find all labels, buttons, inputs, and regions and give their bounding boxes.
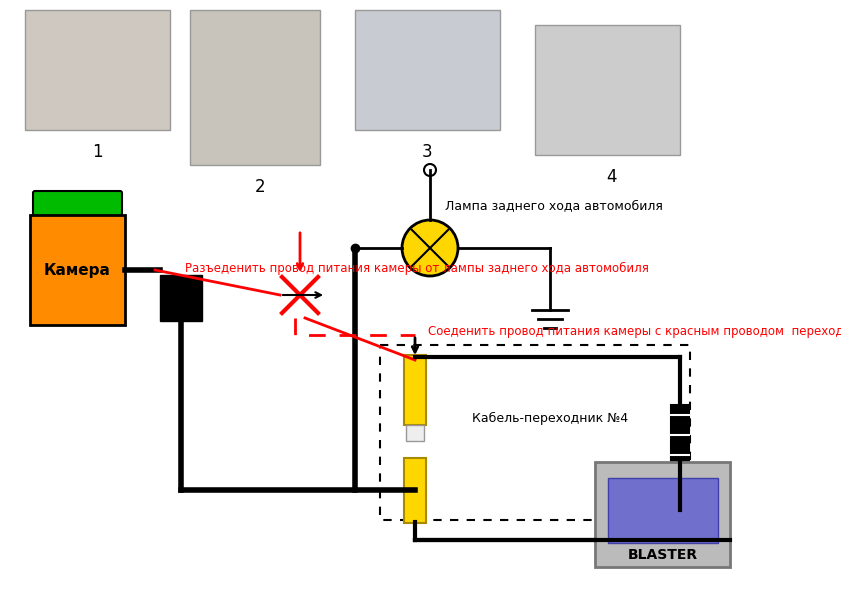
- Bar: [25, 10, 170, 130]
- Circle shape: [402, 220, 458, 276]
- Bar: [595, 462, 730, 567]
- Bar: [608, 478, 718, 543]
- Text: Разъеденить провод питания камеры от лампы заднего хода автомобиля: Разъеденить провод питания камеры от лам…: [185, 261, 649, 274]
- Text: Кабель-переходник №4: Кабель-переходник №4: [473, 412, 628, 425]
- Bar: [355, 10, 500, 130]
- Circle shape: [424, 164, 436, 176]
- FancyBboxPatch shape: [33, 191, 122, 217]
- Bar: [671, 405, 689, 495]
- Text: 1: 1: [92, 143, 103, 161]
- Text: Лампа заднего хода автомобиля: Лампа заднего хода автомобиля: [445, 199, 663, 212]
- Bar: [406, 425, 424, 441]
- Bar: [160, 275, 202, 321]
- Bar: [190, 10, 320, 165]
- Bar: [404, 458, 426, 523]
- Text: Камера: Камера: [44, 262, 111, 277]
- Text: BLASTER: BLASTER: [627, 548, 697, 562]
- Text: 2: 2: [255, 178, 265, 196]
- Text: Соеденить провод питания камеры с красным проводом  переходника №4: Соеденить провод питания камеры с красны…: [428, 325, 841, 339]
- Text: 3: 3: [421, 143, 432, 161]
- Bar: [380, 345, 690, 520]
- Bar: [30, 215, 125, 325]
- Bar: [404, 355, 426, 425]
- Text: 4: 4: [606, 168, 617, 186]
- Bar: [535, 25, 680, 155]
